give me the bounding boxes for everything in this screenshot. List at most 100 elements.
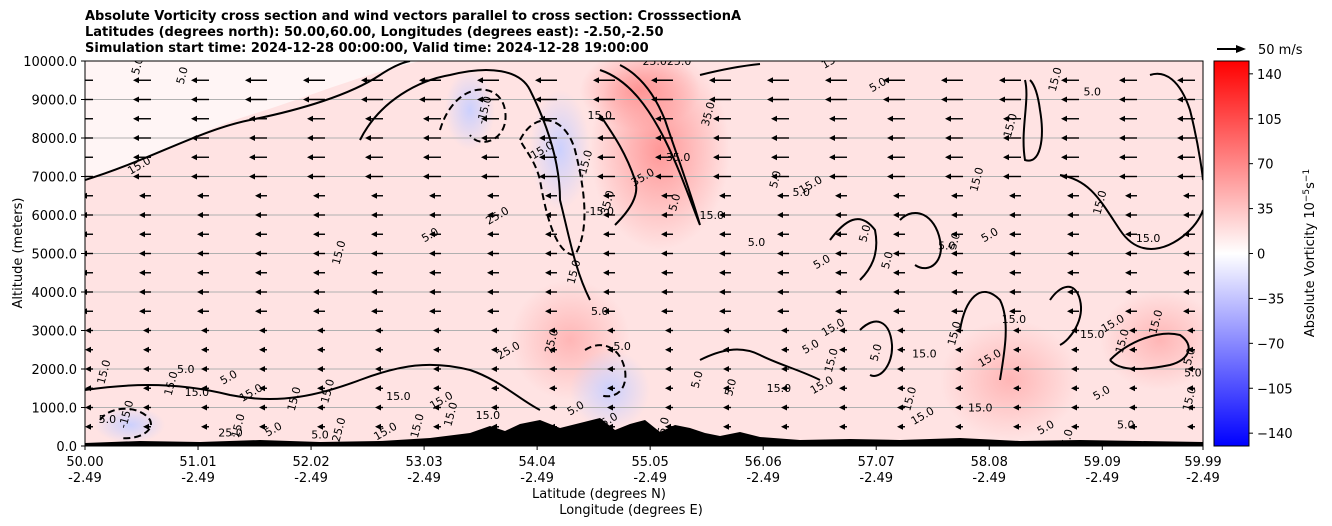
- wind-vector: [1009, 231, 1021, 238]
- colorbar-tick-label: −140: [1257, 427, 1293, 442]
- wind-vector: [781, 423, 789, 430]
- wind-vector: [1187, 327, 1195, 334]
- wind-vector: [303, 96, 325, 103]
- wind-vector: [307, 135, 325, 141]
- wind-vector: [313, 308, 325, 315]
- wind-vector: [85, 385, 93, 392]
- wind-vector: [139, 192, 151, 199]
- wind-vector: [307, 154, 325, 161]
- wind-vector: [771, 173, 789, 180]
- contour-label: 5.0: [174, 65, 191, 85]
- wind-vector: [893, 308, 905, 315]
- wind-vector: [835, 269, 847, 276]
- wind-vector: [133, 77, 151, 84]
- wind-vector: [433, 346, 441, 353]
- x-tick-lat: 50.00: [66, 455, 103, 470]
- wind-vector: [1071, 327, 1079, 334]
- wind-vector: [545, 192, 557, 199]
- wind-vector: [429, 231, 441, 238]
- wind-vector: [1119, 154, 1137, 161]
- contour-label: 15.0: [285, 385, 304, 412]
- wind-vector: [491, 346, 499, 353]
- wind-vector: [1119, 77, 1137, 84]
- wind-vector: [651, 96, 673, 103]
- wind-vector: [197, 250, 209, 257]
- y-axis-ticks: 0.0 1000.0 2000.0 3000.0 4000.0 5000.0 6000.0 7…: [23, 55, 85, 455]
- wind-vector: [255, 269, 267, 276]
- wind-vector: [897, 385, 905, 392]
- wind-vector: [191, 135, 209, 141]
- wind-vector: [951, 250, 963, 257]
- x-tick-lat: 57.07: [858, 455, 895, 470]
- wind-vector: [255, 212, 267, 218]
- wind-vector: [133, 135, 151, 141]
- wind-vector: [897, 404, 905, 411]
- contour-label: 15.0: [162, 370, 181, 397]
- contour-label: 35.0: [699, 100, 718, 127]
- wind-vector: [1187, 366, 1195, 372]
- wind-vector: [941, 77, 963, 84]
- wind-vector: [951, 212, 963, 218]
- wind-vector: [313, 269, 325, 276]
- wind-vector: [1125, 289, 1137, 295]
- wind-vector: [1061, 115, 1079, 122]
- wind-vector: [1183, 289, 1195, 295]
- wind-vector: [201, 385, 209, 392]
- wind-vector: [365, 154, 383, 161]
- wind-vector: [897, 423, 905, 430]
- wind-vector: [375, 385, 383, 392]
- wind-vector: [313, 212, 325, 218]
- contour-label: 15.0: [967, 166, 986, 193]
- wind-vector: [1129, 385, 1137, 392]
- wind-vector: [1009, 308, 1021, 315]
- y-tick-label: 4000.0: [32, 286, 78, 301]
- wind-vector: [191, 154, 209, 161]
- wind-vector: [607, 385, 615, 392]
- wind-vector: [433, 327, 441, 334]
- wind-vector: [191, 173, 209, 180]
- wind-vector: [249, 173, 267, 180]
- contour-label: 15.0: [1136, 232, 1161, 245]
- wind-vector: [549, 423, 557, 430]
- y-tick-label: 7000.0: [32, 171, 78, 186]
- wind-vector: [1183, 250, 1195, 257]
- wind-vector: [719, 250, 731, 257]
- wind-vector: [893, 269, 905, 276]
- wind-vector: [419, 77, 441, 84]
- contour-label: 5.0: [1117, 419, 1135, 432]
- wind-vector: [1071, 404, 1079, 411]
- colorbar-tick-label: −105: [1257, 382, 1293, 397]
- wind-vector: [951, 231, 963, 238]
- wind-vector: [603, 289, 615, 295]
- wind-vector: [259, 423, 267, 430]
- wind-vector: [1003, 173, 1021, 180]
- wind-vector: [549, 385, 557, 392]
- colorbar-tick-label: 0: [1257, 248, 1265, 263]
- wind-vector: [883, 96, 905, 103]
- wind-vector: [545, 269, 557, 276]
- wind-vector: [897, 346, 905, 353]
- contour-label: 5.0: [748, 236, 766, 249]
- wind-vector: [249, 154, 267, 161]
- wind-vector: [1013, 404, 1021, 411]
- wind-vector: [655, 154, 673, 161]
- wind-vector: [777, 250, 789, 257]
- wind-vector: [491, 423, 499, 430]
- wind-vector: [539, 135, 557, 141]
- wind-vector: [143, 366, 151, 372]
- wind-vector: [945, 154, 963, 161]
- contour-label: 35.0: [666, 151, 691, 164]
- wind-vector: [1129, 327, 1137, 334]
- contour-label: 15.0: [912, 347, 937, 360]
- wind-vector: [1067, 231, 1079, 238]
- wind-vector: [255, 250, 267, 257]
- wind-vector: [375, 327, 383, 334]
- wind-vector: [945, 135, 963, 141]
- wind-vector: [259, 404, 267, 411]
- wind-vector: [603, 250, 615, 257]
- contour-label: 5.0: [792, 186, 810, 199]
- wind-vector: [593, 77, 615, 84]
- x-tick-lon: -2.49: [746, 471, 780, 486]
- wind-vector: [603, 308, 615, 315]
